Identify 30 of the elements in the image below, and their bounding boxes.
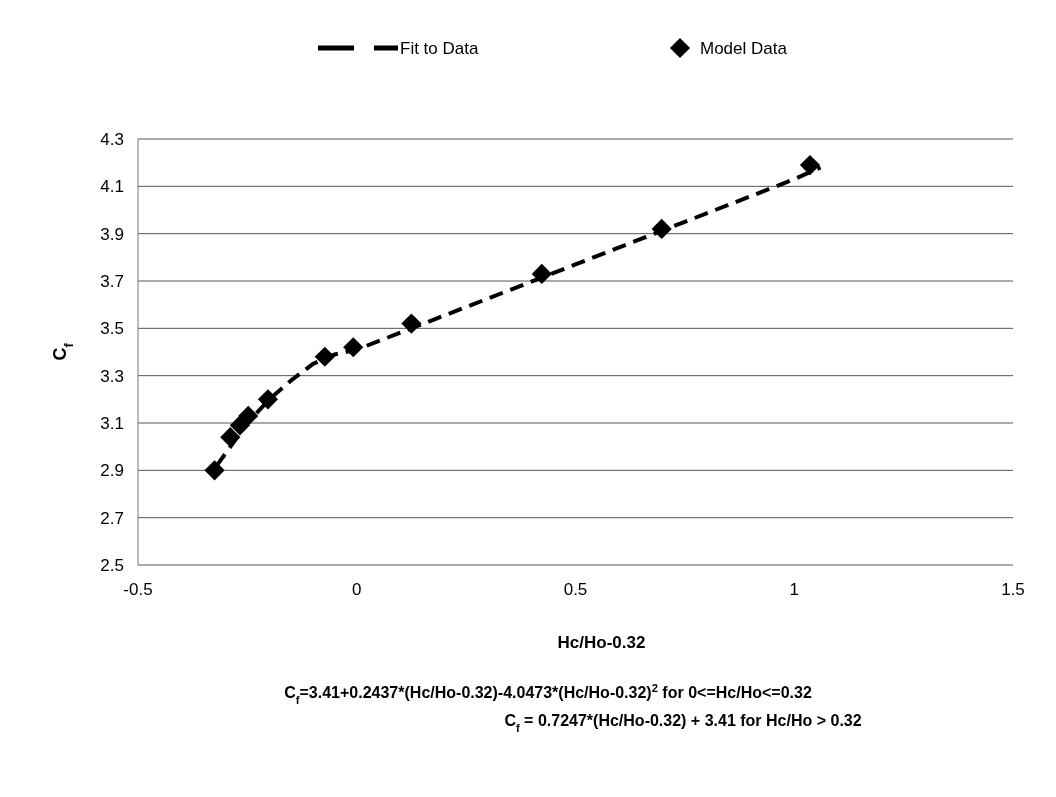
point	[651, 218, 672, 240]
text: C$_{f}$ = 0.7247*(Hc/Ho-0.32) + 3.41 for Hc/Ho > 0.32	[504, 712, 862, 734]
x-tick-label: 1.5	[1001, 580, 1025, 599]
y-tick-label: 3.9	[100, 224, 124, 244]
x-tick-label: -0.5	[123, 580, 153, 599]
y-tick-label: 3.3	[100, 366, 124, 386]
y-tick-label: 2.5	[100, 555, 124, 575]
x-tick-label: 0	[352, 580, 362, 599]
point	[204, 460, 225, 481]
point	[314, 346, 335, 367]
legend-label: Fit to Data	[400, 38, 479, 58]
point	[257, 389, 279, 410]
point	[343, 337, 364, 358]
text: C$_{f}$=3.41+0.2437*(Hc/Ho-0.32)-4.0473*(Hc/Ho-0.32)$^{2}$ for 0<=Hc/Ho<=0.32	[284, 682, 812, 706]
point	[220, 427, 241, 448]
x-tick-label: 1	[789, 580, 799, 599]
point	[401, 313, 422, 334]
y-tick-label: 3.5	[100, 319, 124, 339]
legend-label: Model Data	[700, 38, 788, 58]
y-tick-label: 4.3	[100, 129, 124, 149]
x-axis-title: Hc/Ho-0.32	[557, 633, 646, 652]
point	[799, 154, 821, 176]
y-tick-label: 2.9	[100, 461, 124, 481]
x-tick-label: 0.5	[563, 580, 588, 599]
y-tick-label: 3.7	[100, 271, 124, 291]
point	[531, 263, 552, 284]
y-tick-label: 2.7	[100, 508, 124, 528]
y-tick-label: 3.1	[100, 413, 124, 433]
y-tick-label: 4.1	[100, 177, 124, 197]
point	[238, 405, 259, 426]
